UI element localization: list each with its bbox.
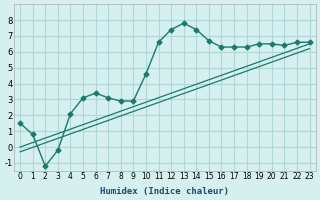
X-axis label: Humidex (Indice chaleur): Humidex (Indice chaleur) bbox=[100, 187, 229, 196]
